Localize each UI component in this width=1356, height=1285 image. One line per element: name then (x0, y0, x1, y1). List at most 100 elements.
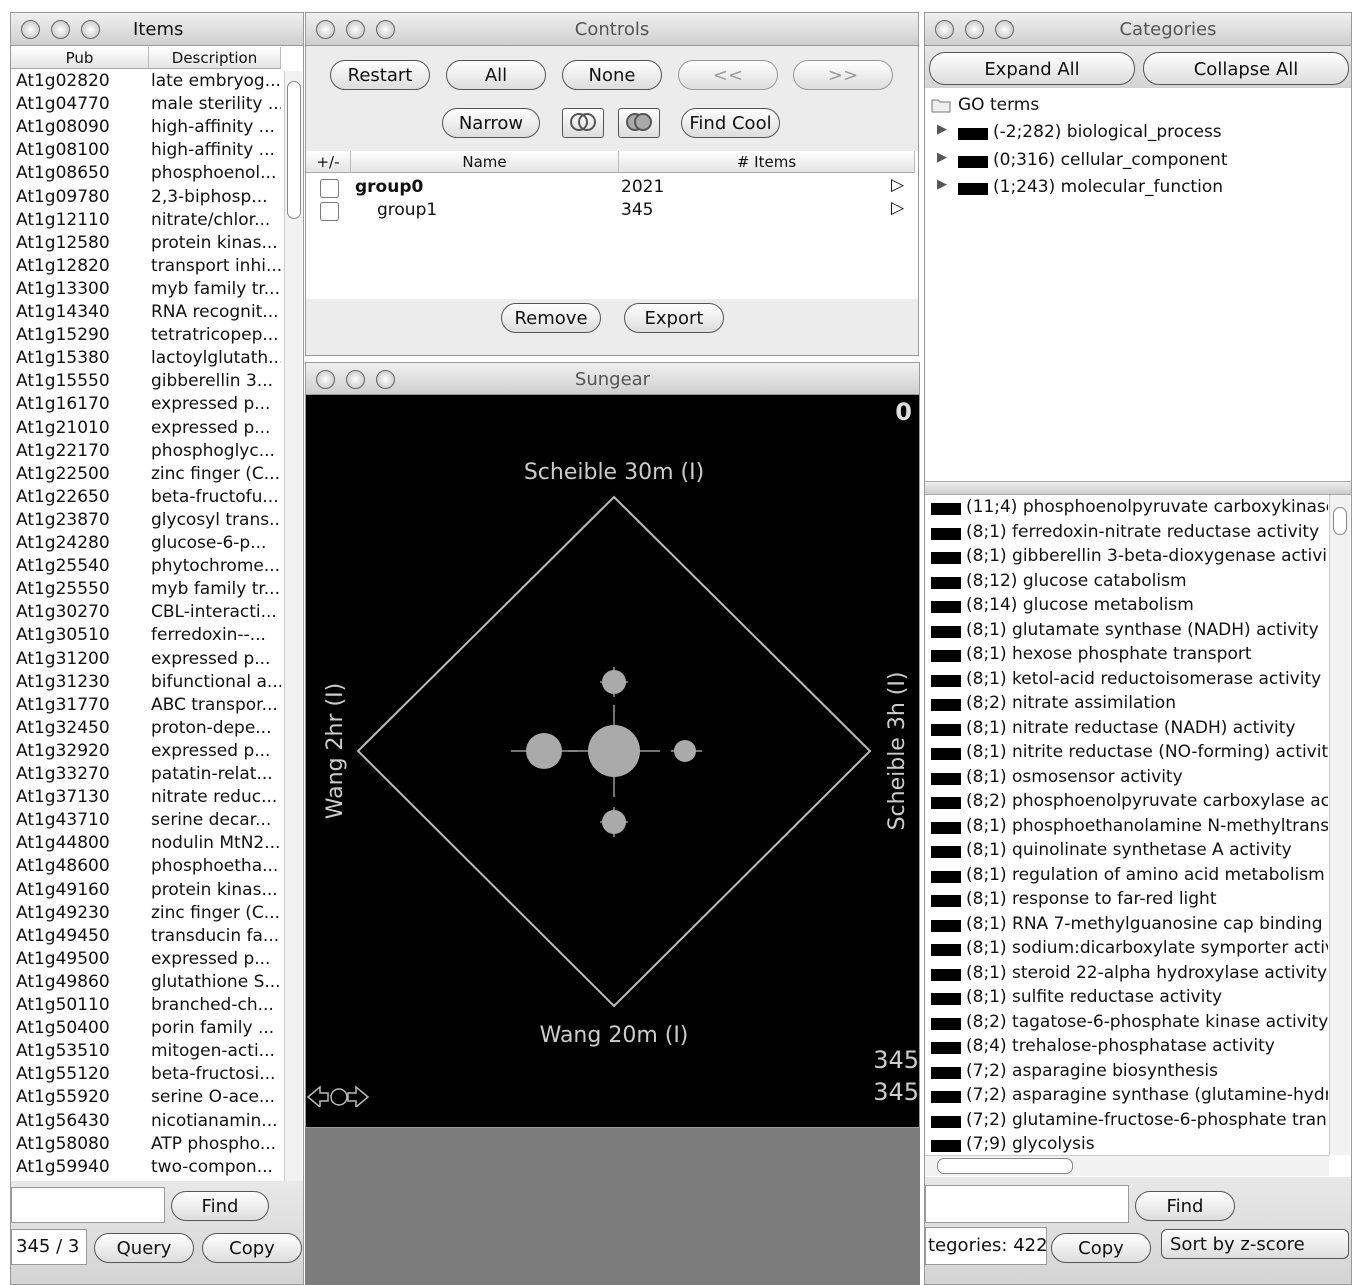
item-description[interactable]: glutathione S... (151, 971, 281, 992)
item-description[interactable]: beta-fructofu... (151, 486, 279, 507)
item-description[interactable]: zinc finger (C... (151, 463, 281, 484)
item-description[interactable]: proton-depe... (151, 717, 272, 738)
item-id[interactable]: At1g44800 (16, 833, 110, 854)
item-id[interactable]: At1g31230 (16, 671, 110, 692)
control-button[interactable]: >> (793, 60, 893, 90)
item-id[interactable]: At1g55920 (16, 1087, 110, 1108)
category-item[interactable]: (8;2) tagatose-6-phosphate kinase activi… (966, 1011, 1328, 1032)
category-item[interactable]: (8;1) quinolinate synthetase A activity (966, 840, 1292, 860)
find-cool-button[interactable]: Find Cool (681, 108, 780, 138)
find-button[interactable]: Find (1135, 1191, 1235, 1221)
item-id[interactable]: At1g32920 (16, 740, 110, 761)
search-field[interactable] (11, 1187, 165, 1223)
item-description[interactable]: mitogen-acti... (151, 1041, 275, 1062)
item-id[interactable]: At1g21010 (16, 417, 110, 438)
close-button[interactable] (316, 20, 335, 39)
item-id[interactable]: At1g50110 (16, 995, 110, 1015)
item-id[interactable]: At1g49860 (16, 971, 110, 992)
splitter[interactable] (925, 481, 1351, 495)
item-description[interactable]: transport inhi... (151, 255, 281, 276)
scroll-thumb[interactable] (937, 1158, 1073, 1174)
vertex-label[interactable]: Scheible 30m (I) (524, 460, 704, 485)
minimize-button[interactable] (965, 20, 984, 39)
control-button[interactable]: All (446, 60, 546, 90)
control-button[interactable]: None (562, 60, 662, 90)
item-id[interactable]: At1g31770 (16, 694, 110, 715)
item-description[interactable]: transducin fa... (151, 925, 280, 946)
zoom-button[interactable] (376, 370, 395, 389)
item-id[interactable]: At1g56430 (16, 1110, 110, 1131)
category-item[interactable]: (8;1) phosphoethanolamine N-methyltransf (966, 815, 1328, 836)
category-item[interactable]: (8;1) nitrate reductase (NADH) activity (966, 717, 1296, 738)
item-description[interactable]: nitrate/chlor... (151, 209, 271, 230)
item-description[interactable]: late embryog... (151, 71, 281, 91)
category-item[interactable]: (11;4) phosphoenolpyruvate carboxykinase (966, 497, 1328, 517)
item-id[interactable]: At1g30510 (16, 625, 110, 646)
category-item[interactable]: (8;1) nitrite reductase (NO-forming) act… (966, 742, 1328, 762)
item-description[interactable]: expressed p... (151, 740, 271, 761)
item-id[interactable]: At1g02820 (16, 71, 110, 91)
item-id[interactable]: At1g31200 (16, 648, 110, 669)
item-description[interactable]: expressed p... (151, 417, 271, 438)
item-id[interactable]: At1g08090 (16, 117, 110, 138)
item-description[interactable]: two-compon... (151, 1156, 273, 1177)
item-id[interactable]: At1g14340 (16, 302, 110, 322)
item-description[interactable]: nitrate reduc... (151, 787, 278, 808)
item-description[interactable]: myb family tr... (151, 278, 280, 299)
item-id[interactable]: At1g23870 (16, 509, 110, 530)
category-item[interactable]: (8;1) gibberellin 3-beta-dioxygenase act… (966, 546, 1328, 566)
item-description[interactable]: zinc finger (C... (151, 902, 281, 923)
category-item[interactable]: (8;1) glutamate synthase (NADH) activity (966, 619, 1319, 640)
item-description[interactable]: porin family ... (151, 1018, 275, 1039)
item-id[interactable]: At1g30270 (16, 602, 110, 623)
item-id[interactable]: At1g22170 (16, 440, 110, 461)
category-item[interactable]: (7;2) asparagine biosynthesis (966, 1060, 1219, 1081)
control-button[interactable]: << (678, 60, 778, 90)
item-id[interactable]: At1g15550 (16, 371, 110, 392)
item-id[interactable]: At1g15290 (16, 325, 110, 346)
expand-arrow[interactable]: ▷ (891, 175, 905, 195)
vessel[interactable] (526, 733, 562, 769)
item-id[interactable]: At1g48600 (16, 856, 110, 877)
checkbox[interactable] (320, 202, 339, 221)
item-description[interactable]: expressed p... (151, 394, 271, 415)
item-id[interactable]: At1g43710 (16, 810, 110, 831)
query-button[interactable]: Query (94, 1233, 194, 1263)
tree-node[interactable]: (0;316) cellular_component (993, 149, 1228, 170)
column-header[interactable]: Description (149, 47, 281, 69)
category-item[interactable]: (8;1) steroid 22-alpha hydroxylase activ… (966, 962, 1328, 983)
category-item[interactable]: (7;2) asparagine synthase (glutamine-hyd… (966, 1085, 1328, 1105)
close-button[interactable] (316, 370, 335, 389)
item-description[interactable]: RNA recognit... (151, 302, 279, 322)
item-id[interactable]: At1g08100 (16, 140, 110, 161)
item-description[interactable]: phosphoetha... (151, 856, 279, 877)
vertex-label[interactable]: Scheible 3h (I) (885, 672, 910, 831)
item-description[interactable]: phytochrome... (151, 556, 281, 577)
item-description[interactable]: glycosyl trans... (151, 509, 281, 530)
item-id[interactable]: At1g25540 (16, 556, 110, 577)
item-description[interactable]: ABC transpor... (151, 694, 278, 715)
item-description[interactable]: lactoylglutath... (151, 348, 281, 369)
vertex-label[interactable]: Wang 2hr (I) (323, 683, 348, 819)
category-item[interactable]: (8;1) ferredoxin-nitrate reductase activ… (966, 521, 1320, 542)
zoom-button[interactable] (995, 20, 1014, 39)
item-id[interactable]: At1g58080 (16, 1133, 110, 1154)
expand-arrow[interactable]: ▷ (891, 198, 905, 218)
item-description[interactable]: nicotianamin... (151, 1110, 278, 1131)
item-description[interactable]: serine O-ace... (151, 1087, 276, 1108)
item-id[interactable]: At1g13300 (16, 278, 110, 299)
category-item[interactable]: (8;1) response to far-red light (966, 889, 1217, 909)
item-id[interactable]: At1g22500 (16, 463, 110, 484)
category-item[interactable]: (8;1) ketol-acid reductoisomerase activi… (966, 668, 1322, 689)
item-id[interactable]: At1g49230 (16, 902, 110, 923)
category-item[interactable]: (8;12) glucose catabolism (966, 570, 1187, 591)
category-item[interactable]: (8;4) trehalose-phosphatase activity (966, 1036, 1275, 1056)
disclosure[interactable]: ▶ (937, 122, 947, 137)
category-item[interactable]: (8;1) sulfite reductase activity (966, 987, 1223, 1007)
search-field[interactable] (925, 1185, 1129, 1223)
item-id[interactable]: At1g12820 (16, 255, 110, 276)
category-item[interactable]: (7;9) glycolysis (966, 1134, 1095, 1154)
item-id[interactable]: At1g59940 (16, 1156, 110, 1177)
group-name[interactable]: group1 (377, 200, 438, 220)
scroll-thumb[interactable] (1333, 507, 1347, 535)
